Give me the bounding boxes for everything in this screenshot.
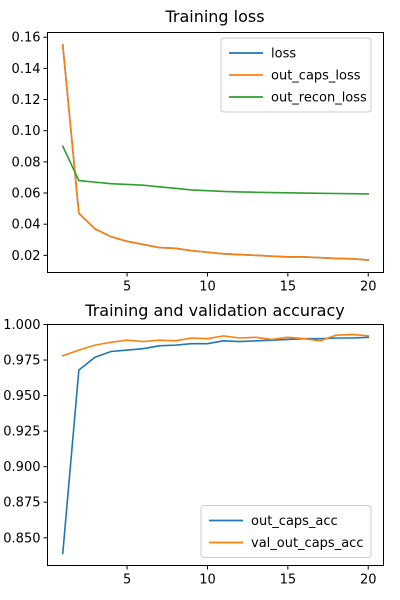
series-layer xyxy=(61,44,370,261)
y-tick-label: 0.10 xyxy=(12,124,41,139)
y-tick-label: 0.850 xyxy=(3,531,40,546)
ticks-layer: 5 10 15 20 0.850 0.875 0.900 0.925 0.950 0.975 1.0… xyxy=(3,318,376,588)
training-validation-accuracy-chart: Training and validation accuracy 5 10 15 20… xyxy=(3,301,384,588)
ticks-layer: 5 10 15 20 0.02 0.04 0.06 0.08 0.10 0.12 0.14 0.16 xyxy=(12,31,377,295)
legend-label: loss xyxy=(271,47,296,62)
y-tick-label: 0.875 xyxy=(3,496,40,511)
axes-frame xyxy=(47,324,384,566)
legend: loss out_caps_loss out_recon_loss xyxy=(220,37,372,113)
series-line-out-caps-acc xyxy=(61,336,370,555)
y-tick-label: 0.950 xyxy=(3,389,40,404)
legend-box xyxy=(200,505,372,558)
legend-label: out_caps_loss xyxy=(271,69,361,84)
y-tick-label: 0.04 xyxy=(12,218,41,233)
y-tick-label: 0.925 xyxy=(3,425,40,440)
x-tick-label: 15 xyxy=(280,573,297,588)
series-line-val-out-caps-acc xyxy=(61,333,370,357)
x-tick-label: 5 xyxy=(123,280,131,295)
axes-frame xyxy=(47,32,384,273)
series-line-out-recon-loss xyxy=(61,145,370,195)
x-tick-label: 10 xyxy=(199,573,216,588)
x-tick-label: 15 xyxy=(280,280,297,295)
y-tick-label: 0.975 xyxy=(3,354,40,369)
chart-title: Training loss xyxy=(164,7,264,26)
y-tick-label: 0.16 xyxy=(12,31,41,46)
y-tick-label: 1.000 xyxy=(3,318,40,333)
y-tick-label: 0.14 xyxy=(12,62,41,77)
y-tick-label: 0.08 xyxy=(12,155,41,170)
chart-title: Training and validation accuracy xyxy=(84,301,344,320)
y-tick-label: 0.12 xyxy=(12,93,41,108)
legend-label: val_out_caps_acc xyxy=(251,536,363,551)
y-tick-label: 0.900 xyxy=(3,460,40,475)
series-line-out-caps-loss xyxy=(61,44,370,261)
x-tick-label: 20 xyxy=(360,573,377,588)
x-tick-label: 20 xyxy=(360,280,377,295)
legend-label: out_caps_acc xyxy=(251,514,338,529)
legend-box xyxy=(220,37,372,113)
training-loss-chart: Training loss 5 10 15 20 0.02 0.04 0.06 0.08 0.1… xyxy=(12,7,384,295)
legend: out_caps_acc val_out_caps_acc xyxy=(200,505,372,558)
x-tick-label: 5 xyxy=(123,573,131,588)
x-tick-label: 10 xyxy=(199,280,216,295)
y-tick-label: 0.06 xyxy=(12,187,41,202)
series-layer xyxy=(61,333,370,555)
y-tick-label: 0.02 xyxy=(12,249,41,264)
legend-label: out_recon_loss xyxy=(271,91,367,106)
